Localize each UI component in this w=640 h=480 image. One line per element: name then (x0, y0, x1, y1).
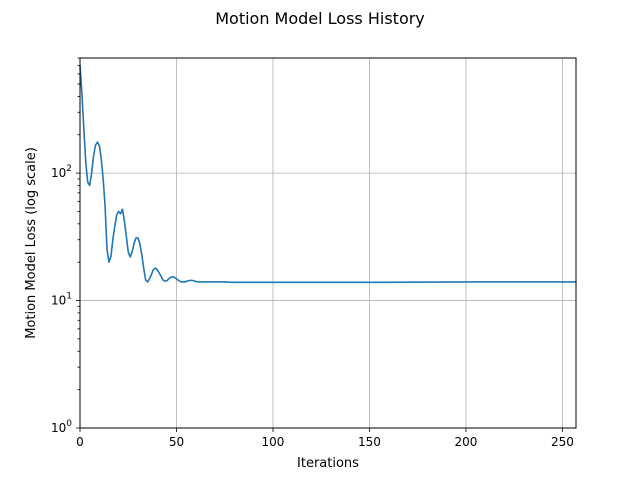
chart-title: Motion Model Loss History (215, 9, 425, 28)
x-tick-label: 100 (262, 435, 285, 449)
ticks: 0 50 100 150 200 250 100 101 102 (51, 57, 574, 449)
plot-frame (79, 57, 577, 429)
x-tick-label: 50 (169, 435, 184, 449)
x-axis-label: Iterations (297, 456, 359, 471)
x-tick-label: 150 (358, 435, 381, 449)
x-tick-label: 0 (76, 435, 84, 449)
series-layer (79, 64, 577, 284)
x-tick-label: 200 (455, 435, 478, 449)
y-tick-label: 100 (51, 419, 72, 435)
y-axis-label: Motion Model Loss (log scale) (24, 147, 39, 339)
grid (79, 58, 576, 429)
y-tick-label: 101 (51, 292, 72, 308)
y-tick-label: 102 (51, 164, 72, 180)
loss-series-line (79, 64, 577, 284)
x-tick-label: 250 (551, 435, 574, 449)
